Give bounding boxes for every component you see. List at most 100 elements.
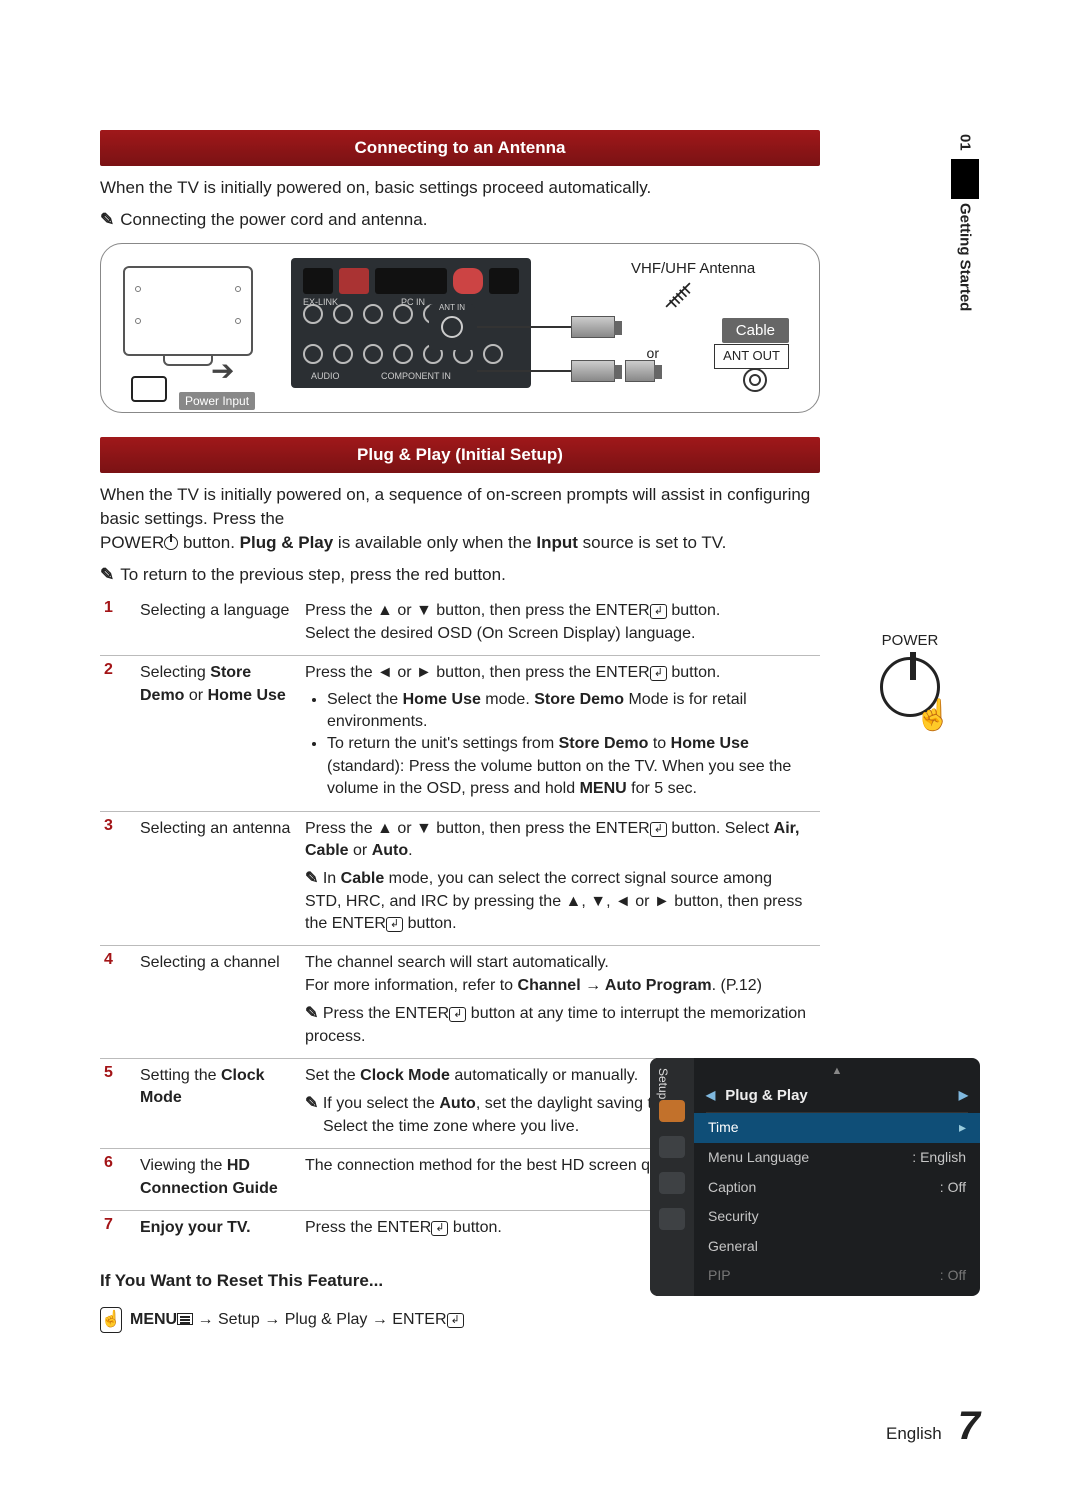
enter-icon [431,1221,448,1236]
right-arrow-icon: ▶ [959,1087,968,1104]
component-label: COMPONENT IN [381,370,451,383]
osd-header: ◀ Plug & Play ▶ [706,1079,968,1113]
step-title: Selecting a channel [136,946,301,1059]
step-number: 6 [100,1149,136,1211]
step-title: Viewing the HD Connection Guide [136,1149,301,1211]
step-title: Setting the Clock Mode [136,1059,301,1149]
chapter-tab: 01 Getting Started [950,130,980,330]
hand-pointer-icon: ☝ [915,695,952,737]
reset-path-text: → Setup → Plug & Play → ENTER [193,1311,446,1328]
power-input-label: Power Input [179,392,255,411]
osd-row-label: Security [708,1207,759,1227]
step-number: 1 [100,594,136,655]
menu-icon [177,1313,193,1325]
osd-row: General [706,1232,968,1262]
osd-main: ▲ ◀ Plug & Play ▶ Time ▸ Menu Language: … [694,1058,980,1296]
osd-header-label: Plug & Play [725,1085,949,1106]
ant-in-label: ANT IN [429,302,475,313]
cable-label: Cable [722,318,789,343]
connection-diagram: ➔ Power Input EX-LINK PC IN AUDIO [100,243,820,413]
osd-row: Time ▸ [694,1113,980,1143]
osd-sidebar-label: Setup [654,1068,671,1099]
step-body: Press the ◄ or ► button, then press the … [301,656,820,811]
tab-marker [951,159,979,199]
osd-row-value: : Off [940,1266,966,1286]
osd-row: Menu Language : English [706,1143,968,1173]
plugplay-intro: When the TV is initially powered on, a s… [100,483,820,554]
step-bullet: Select the Home Use mode. Store Demo Mod… [327,689,812,734]
antenna-note-text: Connecting the power cord and antenna. [120,210,427,229]
osd-row-label: Time [708,1118,739,1138]
reset-path: ☝ MENU → Setup → Plug & Play → ENTER [100,1307,820,1333]
enter-icon [650,604,667,619]
power-plug-icon [131,376,167,402]
osd-row-value: : Off [940,1178,966,1198]
enter-icon [650,822,667,837]
step-row: 2 Selecting Store Demo or Home Use Press… [100,656,820,811]
coax-coupler [625,360,655,382]
osd-row-label: General [708,1237,758,1257]
vhf-label: VHF/UHF Antenna [631,258,755,279]
audio-label: AUDIO [311,370,340,383]
osd-setup-icon [659,1100,685,1122]
plugplay-note: To return to the previous step, press th… [100,563,820,587]
step-title: Enjoy your TV. [136,1210,301,1249]
step-title: Selecting Store Demo or Home Use [136,656,301,811]
osd-row-label: Menu Language [708,1148,809,1168]
footer-language: English [886,1422,942,1446]
tv-stand [163,356,213,366]
tv-backpanel: EX-LINK PC IN AUDIO COMPONENT IN [291,258,531,388]
ant-in-port: ANT IN [429,304,475,350]
section-banner-plugplay: Plug & Play (Initial Setup) [100,437,820,473]
step-body: Press the ▲ or ▼ button, then press the … [301,811,820,946]
left-arrow-icon: ◀ [706,1087,715,1104]
osd-nav-icon [659,1136,685,1158]
step-tip: Press the ENTER button at any time to in… [305,1003,812,1048]
step-row: 4 Selecting a channel The channel search… [100,946,820,1059]
coax-connector-top [571,316,615,338]
ant-out-label: ANT OUT [714,344,789,368]
power-arrow-icon: ➔ [211,351,234,390]
osd-nav-icon [659,1208,685,1230]
osd-row-label: Caption [708,1178,756,1198]
pp-note-text: To return to the previous step, press th… [120,565,506,584]
osd-nav-icon [659,1172,685,1194]
osd-row-value: : English [912,1148,966,1168]
section-banner-antenna: Connecting to an Antenna [100,130,820,166]
antenna-intro: When the TV is initially powered on, bas… [100,176,820,200]
menu-word: MENU [130,1311,177,1328]
antenna-note: Connecting the power cord and antenna. [100,208,820,232]
step-row: 3 Selecting an antenna Press the ▲ or ▼ … [100,811,820,946]
page-footer: English 7 [886,1398,980,1454]
step-number: 5 [100,1059,136,1149]
step-tip: In Cable mode, you can select the correc… [305,868,812,935]
step-number: 4 [100,946,136,1059]
power-icon [164,536,178,550]
osd-row: PIP : Off [706,1261,968,1291]
step-number: 2 [100,656,136,811]
step-title: Selecting an antenna [136,811,301,946]
coax-connector-bottom [571,360,615,382]
enter-icon [449,1007,466,1022]
remote-hand-icon: ☝ [100,1307,122,1333]
chapter-title: Getting Started [955,203,976,311]
osd-row: Caption : Off [706,1173,968,1203]
osd-row: Security [706,1202,968,1232]
step-bullet: To return the unit's settings from Store… [327,733,812,800]
osd-preview: Setup ▲ ◀ Plug & Play ▶ Time ▸ Menu Lang… [650,1058,980,1296]
osd-sidebar: Setup [650,1058,694,1296]
osd-row-label: PIP [708,1266,731,1286]
enter-icon [386,917,403,932]
page-number: 7 [958,1398,980,1454]
pp-intro-line1: When the TV is initially powered on, a s… [100,485,810,528]
step-number: 7 [100,1210,136,1249]
pp-power-word: POWER [100,533,164,552]
tv-outline [123,266,253,356]
step-body: Press the ▲ or ▼ button, then press the … [301,594,820,655]
step-body: The channel search will start automatica… [301,946,820,1059]
enter-icon [650,666,667,681]
vhf-antenna-icon [661,278,695,312]
chapter-number: 01 [955,130,976,155]
ant-out-port [743,368,767,392]
enter-icon [447,1313,464,1328]
